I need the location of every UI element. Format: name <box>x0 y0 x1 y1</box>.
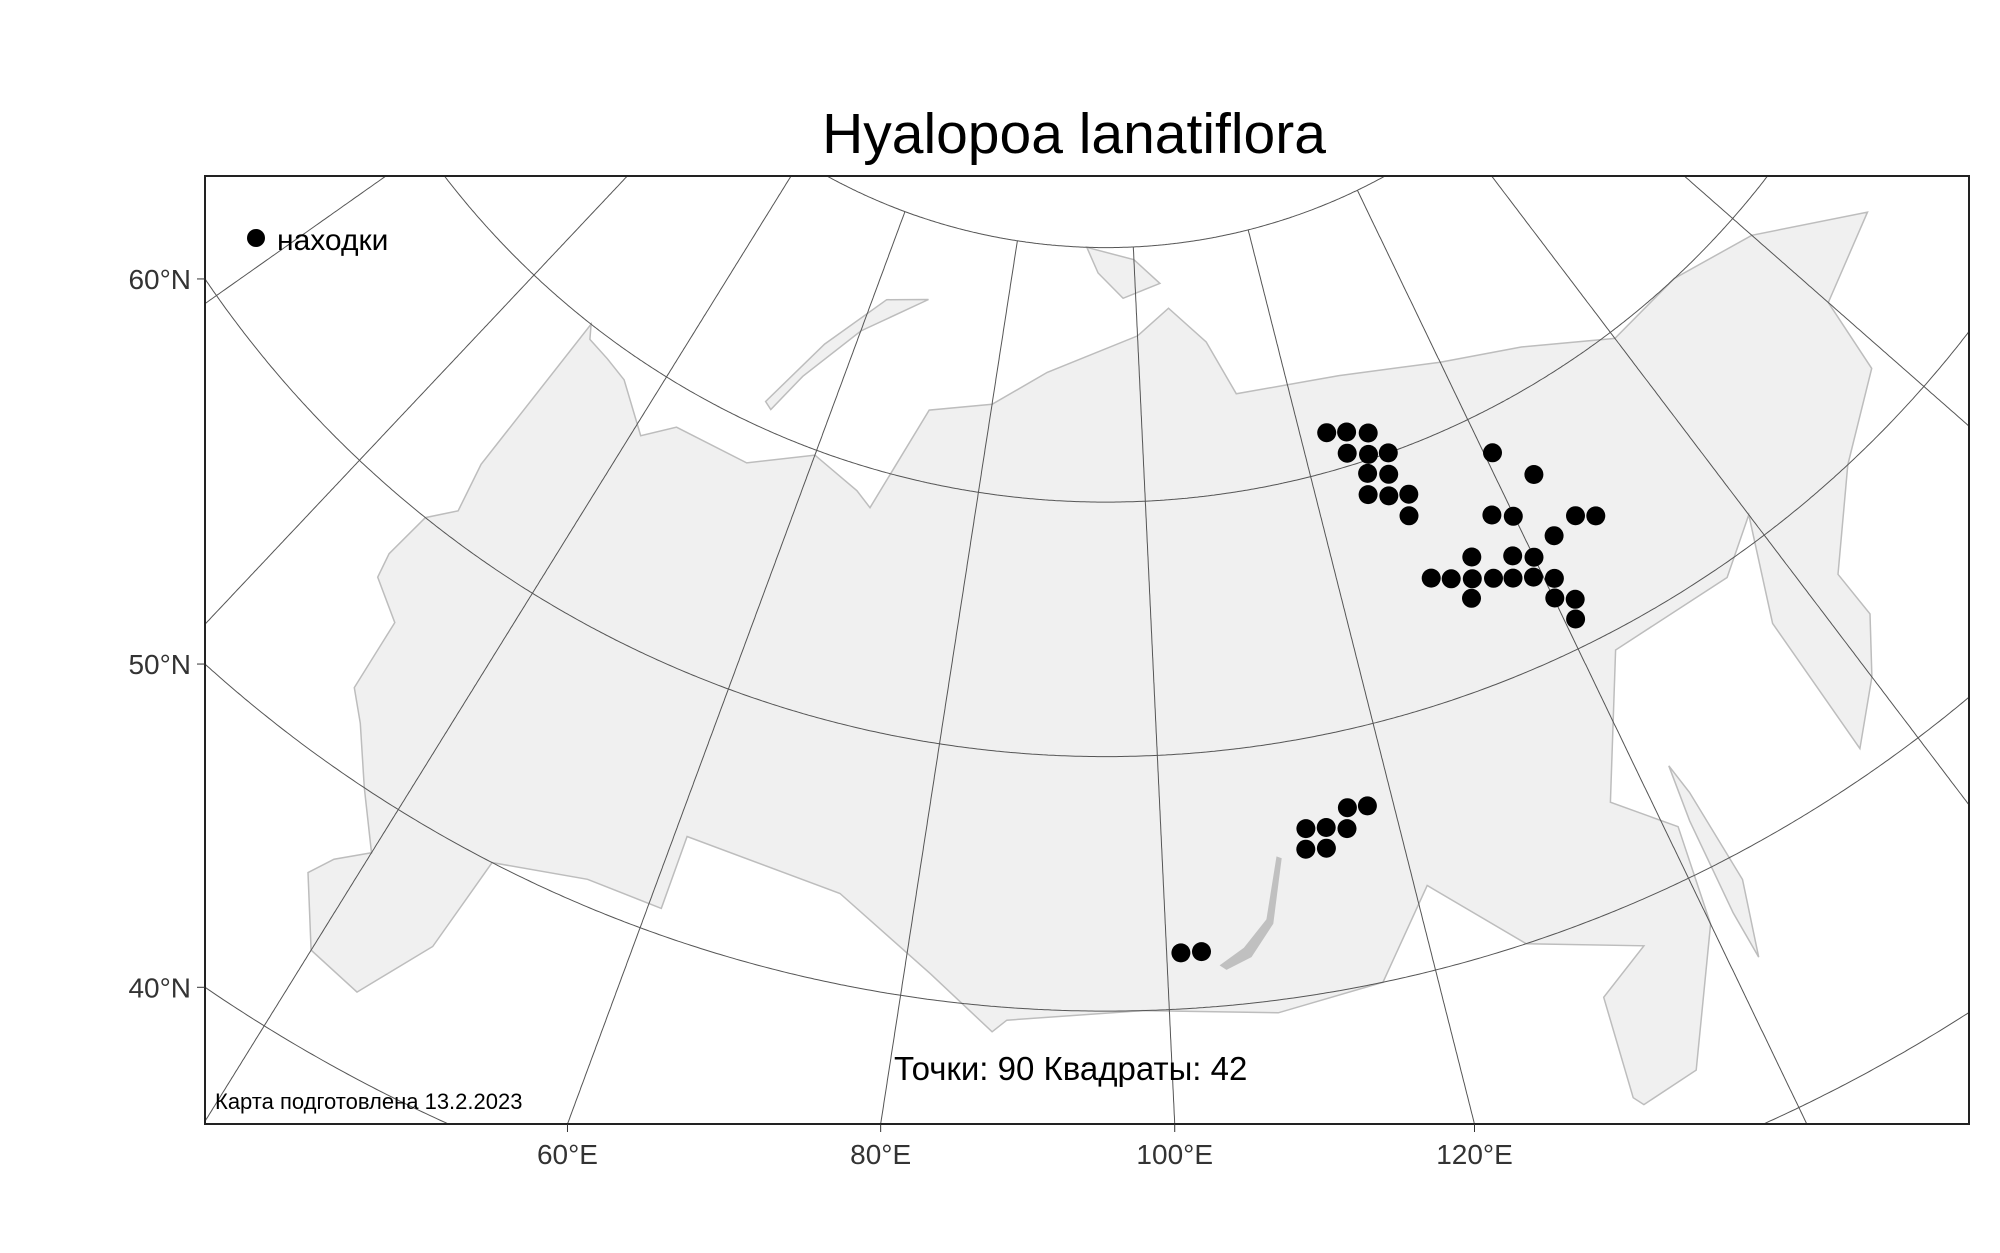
map-title: Hyalopoa lanatiflora <box>822 102 1326 166</box>
parallel-line <box>825 176 1387 249</box>
parallel-line <box>205 278 1969 758</box>
occurrence-point <box>1399 506 1419 526</box>
occurrence-point <box>1337 798 1357 818</box>
occurrence-point <box>1296 839 1316 859</box>
occurrence-point <box>1359 444 1378 464</box>
land-layer <box>307 211 1873 1106</box>
occurrence-point <box>1524 465 1544 484</box>
occurrence-point <box>1462 588 1481 608</box>
occurrence-point <box>1192 942 1211 962</box>
occurrence-point <box>1358 463 1378 483</box>
occurrence-point <box>1337 422 1357 442</box>
meridian-line <box>205 176 387 305</box>
occurrence-point <box>1524 567 1543 587</box>
occurrence-point <box>1357 796 1377 816</box>
occurrence-point <box>1358 485 1378 505</box>
land-shape <box>1668 765 1760 958</box>
legend-marker <box>247 229 265 247</box>
occurrence-point <box>1565 589 1585 609</box>
axis-ticks: 60°E 80°E 100°E 120°E 60°N 50°N 40°N <box>128 264 1512 1170</box>
meridian-line <box>1247 229 1475 1124</box>
occurrence-point <box>1379 486 1399 506</box>
occurrence-point <box>1503 546 1523 566</box>
occurrence-point <box>1171 943 1191 963</box>
occurrence-point <box>1421 568 1441 588</box>
meridian-line <box>880 240 1018 1124</box>
occurrence-point <box>1503 506 1523 526</box>
x-tick-label: 60°E <box>537 1139 598 1170</box>
y-tick-label: 60°N <box>128 264 191 295</box>
occurrence-point <box>1316 838 1336 858</box>
occurrence-point <box>1337 443 1357 463</box>
meridian-line <box>205 176 792 1123</box>
occurrence-point <box>1545 588 1565 608</box>
lake-baikal <box>1219 856 1282 970</box>
parallel-line <box>205 663 1969 1012</box>
occurrence-point <box>1544 568 1564 588</box>
meridian-line <box>205 176 628 625</box>
occurrence-point <box>1566 609 1586 629</box>
occurrence-point <box>1484 568 1503 588</box>
land-shape <box>307 211 1873 1106</box>
occurrence-point <box>1358 423 1378 443</box>
y-tick-label: 40°N <box>128 972 191 1003</box>
occurrence-point <box>1482 505 1502 525</box>
credit-text: Карта подготовлена 13.2.2023 <box>215 1089 522 1114</box>
occurrence-point <box>1544 526 1564 546</box>
occurrence-point <box>1566 506 1585 526</box>
land-shape <box>1085 246 1162 300</box>
meridian-line <box>1356 190 1808 1124</box>
meridian-line <box>1132 246 1176 1124</box>
meridian-line <box>1490 176 1969 806</box>
y-tick-label: 50°N <box>128 649 191 680</box>
occurrence-point <box>1462 547 1482 567</box>
x-tick-label: 120°E <box>1436 1139 1513 1170</box>
occurrence-point <box>1317 423 1337 443</box>
occurrence-point <box>1524 547 1544 567</box>
land-shape <box>764 298 929 411</box>
occurrence-point <box>1296 819 1316 839</box>
parallel-line <box>205 986 1969 1124</box>
x-tick-label: 100°E <box>1136 1139 1213 1170</box>
occurrence-point <box>1462 569 1482 589</box>
graticule <box>205 176 1969 1124</box>
occurrence-point <box>1316 818 1336 837</box>
occurrence-point <box>1378 443 1398 463</box>
map-frame <box>204 175 1970 1125</box>
meridian-line <box>1683 176 1969 427</box>
occurrence-point <box>1483 443 1502 463</box>
parallel-line <box>443 176 1769 503</box>
meridian-line <box>566 211 906 1124</box>
occurrence-point <box>1441 569 1461 589</box>
x-tick-label: 80°E <box>850 1139 911 1170</box>
occurrence-point <box>1379 464 1399 484</box>
occurrence-points <box>1171 422 1606 963</box>
occurrence-point <box>1337 819 1357 839</box>
legend-label: находки <box>277 224 388 257</box>
occurrence-point <box>1503 568 1523 588</box>
occurrence-point <box>1399 484 1419 504</box>
occurrence-point <box>1586 506 1606 526</box>
stats-text: Точки: 90 Квадраты: 42 <box>894 1050 1247 1087</box>
